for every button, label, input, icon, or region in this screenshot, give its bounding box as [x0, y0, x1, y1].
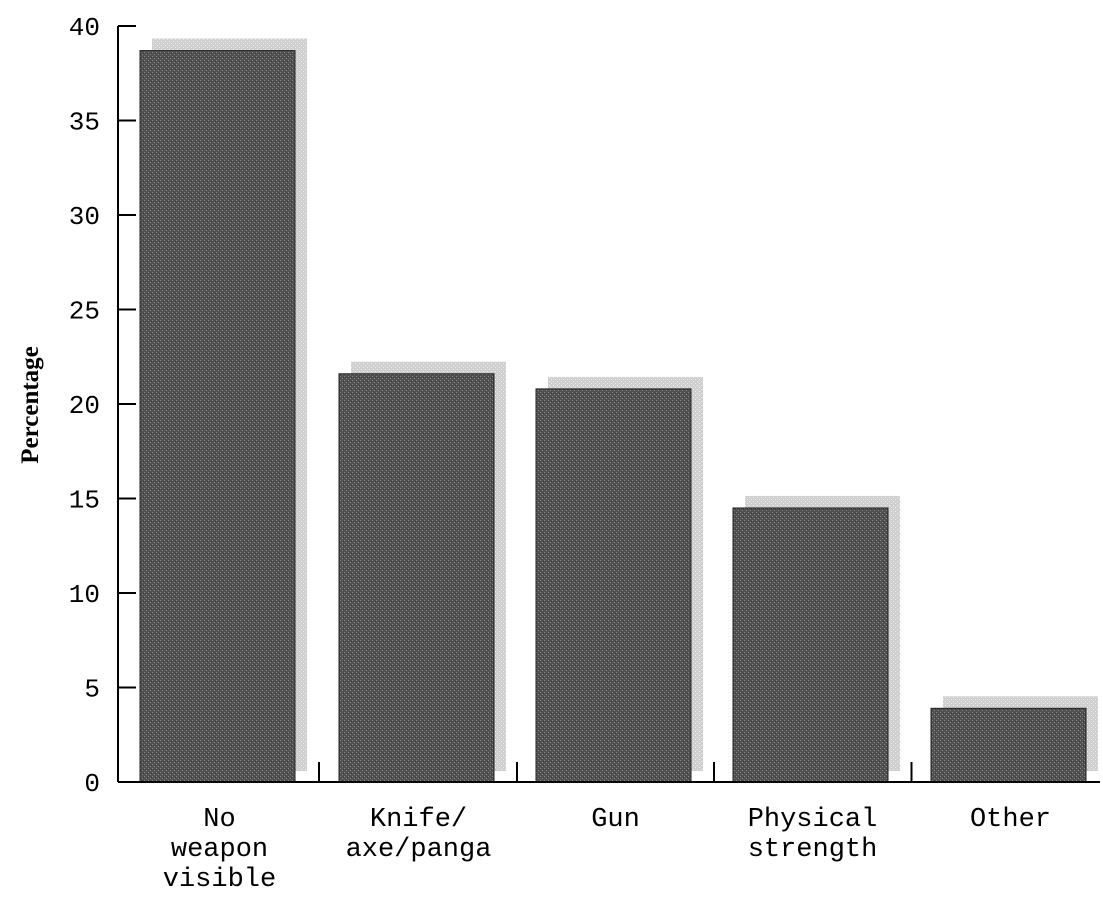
- axes: [117, 25, 1100, 783]
- y-tick-label: 5: [84, 675, 100, 705]
- x-category-label-line: Physical: [748, 805, 878, 835]
- y-tick-label: 10: [69, 580, 100, 610]
- x-category-label: Physical strength: [748, 805, 878, 865]
- x-category-label-line: Gun: [591, 805, 640, 835]
- bar: [930, 707, 1087, 783]
- x-category-label-line: Knife/: [370, 805, 467, 835]
- bar: [732, 507, 889, 783]
- x-category-label-line: No: [203, 805, 235, 835]
- x-category-labels: No weapon visible Knife/axe/panga Gun Physica…: [163, 805, 1051, 895]
- y-tick-label: 40: [69, 13, 100, 43]
- x-category-label: Knife/axe/panga: [346, 805, 492, 865]
- y-tick-label: 20: [69, 391, 100, 421]
- y-axis-label: Percentage: [17, 346, 44, 464]
- bar: [139, 50, 296, 783]
- y-tick-label: 25: [69, 297, 100, 327]
- bar: [338, 373, 495, 783]
- bar: [535, 388, 692, 783]
- x-category-label-line: Other: [970, 805, 1051, 835]
- x-category-label: Gun: [591, 805, 640, 835]
- y-tick-label: 35: [69, 108, 100, 138]
- bars: [139, 50, 1087, 783]
- x-category-label-line: strength: [748, 835, 878, 865]
- y-tick-label: 15: [69, 486, 100, 516]
- x-category-label: Other: [970, 805, 1051, 835]
- y-tick-label: 0: [84, 769, 100, 799]
- x-category-label-line: weapon: [171, 835, 268, 865]
- y-tick-labels: 0 5 10 15 20 25 30 35 40: [69, 13, 100, 799]
- y-tick-label: 30: [69, 202, 100, 232]
- x-category-label-line: visible: [163, 865, 276, 895]
- x-category-label-line: axe/panga: [346, 835, 492, 865]
- x-category-label: No weapon visible: [163, 805, 276, 895]
